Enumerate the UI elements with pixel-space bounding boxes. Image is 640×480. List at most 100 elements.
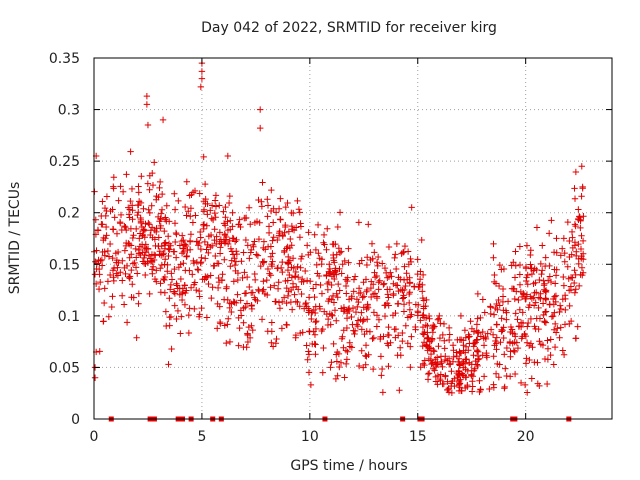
data-point xyxy=(133,334,140,341)
data-point xyxy=(311,231,318,238)
data-point xyxy=(230,298,237,305)
data-point xyxy=(174,285,181,292)
data-point xyxy=(126,254,133,261)
data-point xyxy=(267,253,275,260)
data-point xyxy=(292,268,300,276)
data-point xyxy=(414,256,421,263)
data-point xyxy=(193,238,200,245)
data-point xyxy=(208,202,216,209)
data-point xyxy=(153,278,160,285)
data-point xyxy=(142,271,149,279)
data-point xyxy=(489,331,497,338)
data-point xyxy=(167,281,175,289)
data-point xyxy=(138,241,146,248)
data-point xyxy=(118,292,126,299)
data-point xyxy=(560,273,567,281)
data-point xyxy=(338,248,345,255)
data-point xyxy=(444,386,452,393)
data-point xyxy=(143,245,150,252)
data-point xyxy=(211,226,218,233)
data-point xyxy=(329,292,337,300)
data-point xyxy=(117,183,124,190)
data-point xyxy=(579,237,587,245)
data-point xyxy=(419,342,426,350)
data-point xyxy=(542,308,550,315)
data-point xyxy=(132,245,139,253)
data-point xyxy=(279,232,286,240)
data-point xyxy=(522,263,530,271)
data-point xyxy=(222,203,229,211)
data-point xyxy=(514,344,522,352)
data-point xyxy=(498,315,505,322)
data-point xyxy=(474,290,482,298)
data-point xyxy=(290,209,297,217)
data-point xyxy=(365,351,372,358)
data-point xyxy=(267,207,275,215)
data-point xyxy=(462,356,469,363)
data-point xyxy=(424,376,432,383)
data-point xyxy=(468,388,476,395)
x-tick-label: 15 xyxy=(409,429,427,445)
data-point xyxy=(126,240,133,248)
data-point xyxy=(297,223,305,230)
data-point xyxy=(363,261,371,269)
data-point xyxy=(200,153,207,161)
data-point xyxy=(551,280,559,287)
data-point xyxy=(215,260,222,267)
data-point xyxy=(264,328,271,335)
data-point xyxy=(134,270,141,277)
data-point xyxy=(213,233,220,240)
data-point xyxy=(540,282,548,289)
data-point xyxy=(261,290,269,298)
data-point xyxy=(515,296,522,304)
data-point xyxy=(139,258,147,265)
data-point xyxy=(531,323,538,330)
data-point xyxy=(350,288,357,295)
data-point xyxy=(101,252,109,259)
data-point xyxy=(131,259,138,267)
data-point xyxy=(323,246,330,253)
data-point xyxy=(367,284,375,292)
x-tick-label: 5 xyxy=(197,429,206,445)
data-point xyxy=(301,267,309,275)
data-point xyxy=(373,259,381,266)
data-point xyxy=(128,294,135,301)
data-point xyxy=(414,312,421,319)
data-point xyxy=(492,370,500,377)
data-point xyxy=(525,342,533,349)
data-point xyxy=(279,258,286,266)
data-point xyxy=(173,231,180,238)
data-point xyxy=(425,370,433,377)
data-point xyxy=(546,301,553,308)
data-point xyxy=(318,290,326,297)
data-point xyxy=(544,345,552,352)
data-point xyxy=(103,193,111,200)
data-point xyxy=(487,326,495,333)
data-point xyxy=(450,353,457,361)
data-point xyxy=(282,221,289,229)
data-point xyxy=(466,359,473,367)
data-point xyxy=(332,265,339,272)
data-point xyxy=(421,357,428,364)
data-point xyxy=(471,340,478,347)
data-point xyxy=(119,277,126,284)
data-point xyxy=(109,225,117,233)
data-point xyxy=(473,336,480,344)
data-point xyxy=(552,272,560,279)
data-point xyxy=(300,305,308,312)
data-point xyxy=(362,361,369,368)
data-point xyxy=(216,229,224,236)
data-point-outlier xyxy=(436,312,443,320)
data-point xyxy=(173,315,180,323)
data-point-outlier xyxy=(578,163,585,170)
data-point xyxy=(244,338,252,346)
data-point xyxy=(276,216,284,223)
data-point xyxy=(122,270,129,278)
data-point xyxy=(449,377,456,385)
data-point-outlier xyxy=(328,359,335,366)
data-point xyxy=(176,242,184,249)
data-point xyxy=(186,192,193,199)
data-point xyxy=(186,246,194,253)
data-point xyxy=(295,206,303,213)
y-tick-label: 0 xyxy=(71,412,80,428)
